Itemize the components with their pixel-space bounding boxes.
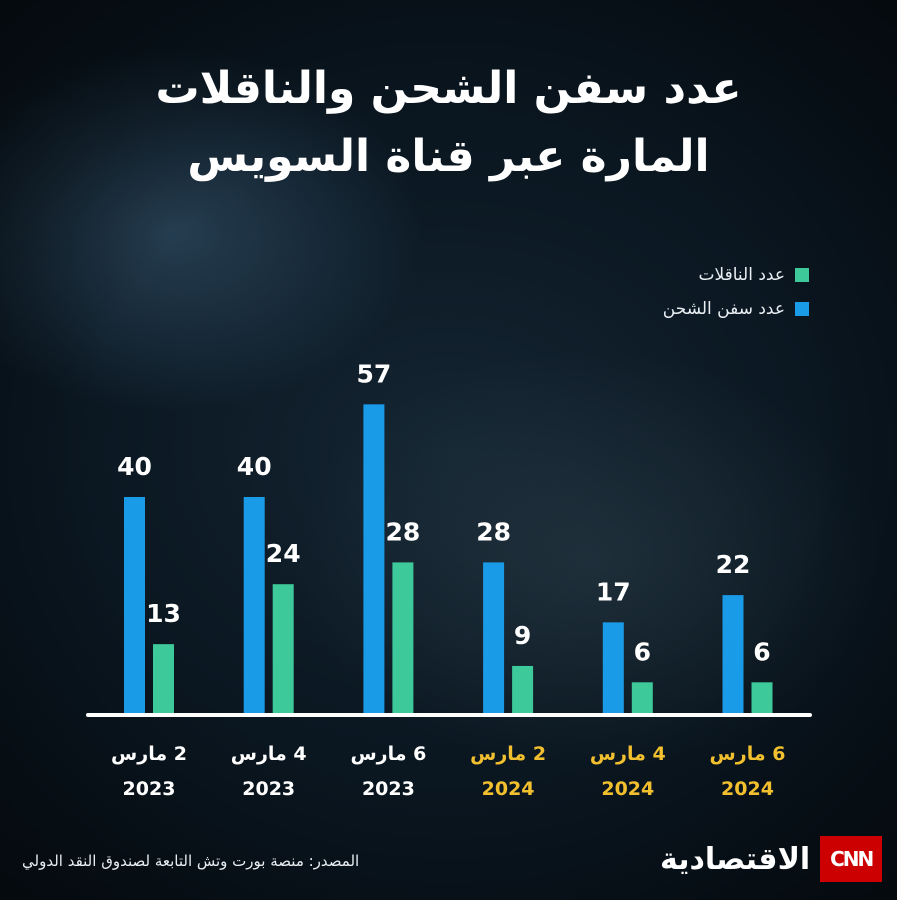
data-label-cargo-ships-4: 28: [476, 517, 511, 546]
data-label-cargo-ships-1: 40: [117, 452, 152, 481]
data-label-tankers-2: 24: [266, 539, 301, 568]
x-tick-label-3: 6 مارس: [350, 743, 426, 765]
chart-title: عدد سفن الشحن والناقلات المارة عبر قناة …: [60, 55, 837, 191]
bar-tankers-6: [751, 682, 773, 715]
x-tick-year-3: 2023: [362, 778, 415, 800]
x-tick-label-4: 2 مارس: [470, 743, 546, 765]
legend-swatch-cargo-ships: [795, 302, 809, 316]
data-label-tankers-6: 6: [753, 637, 770, 666]
bar-cargo-ships-6: [722, 595, 744, 715]
data-label-tankers-3: 28: [386, 517, 421, 546]
bar-tankers-1: [153, 644, 174, 715]
data-label-cargo-ships-2: 40: [237, 452, 272, 481]
x-tick-label-1: 2 مارس: [111, 743, 187, 765]
chart-title-line-2: المارة عبر قناة السويس: [187, 131, 710, 182]
x-tick-label-6: 6 مارس: [710, 743, 786, 765]
bar-tankers-4: [512, 665, 534, 715]
x-tick-year-2: 2023: [242, 778, 295, 800]
bar-tankers-5: [631, 682, 653, 715]
cnn-logo: CNN: [820, 836, 883, 882]
legend-swatch-tankers: [795, 268, 809, 282]
x-tick-year-6: 2024: [721, 778, 774, 800]
legend-label-cargo-ships: عدد سفن الشحن: [662, 299, 785, 319]
chart-title-line-1: عدد سفن الشحن والناقلات: [155, 63, 742, 114]
x-tick-label-2: 4 مارس: [231, 743, 307, 765]
legend-item-tankers: عدد الناقلات: [663, 258, 809, 292]
x-tick-label-5: 4 مارس: [590, 743, 666, 765]
bar-cargo-ships-1: [124, 497, 145, 715]
legend-label-tankers: عدد الناقلات: [698, 265, 785, 285]
legend: عدد الناقلات عدد سفن الشحن: [663, 258, 809, 326]
brand-name: الاقتصادية: [660, 841, 811, 877]
legend-item-cargo-ships: عدد سفن الشحن: [663, 292, 809, 326]
x-tick-year-5: 2024: [601, 778, 654, 800]
bar-cargo-ships-3: [363, 404, 385, 715]
bar-cargo-ships-5: [602, 622, 624, 715]
data-label-cargo-ships-3: 57: [357, 359, 392, 388]
bar-cargo-ships-4: [483, 562, 505, 715]
x-tick-year-1: 2023: [123, 778, 176, 800]
data-label-tankers-4: 9: [514, 621, 531, 650]
data-label-cargo-ships-5: 17: [596, 577, 631, 606]
data-label-tankers-5: 6: [634, 637, 651, 666]
bar-tankers-3: [392, 562, 414, 715]
brand: CNN الاقتصادية: [660, 836, 883, 882]
data-label-cargo-ships-6: 22: [716, 550, 751, 579]
x-tick-year-4: 2024: [482, 778, 535, 800]
bar-cargo-ships-2: [243, 497, 265, 715]
source-note: المصدر: منصة بورت وتش التابعة لصندوق الن…: [22, 852, 360, 870]
bar-tankers-2: [272, 584, 294, 715]
data-label-tankers-1: 13: [146, 599, 181, 628]
